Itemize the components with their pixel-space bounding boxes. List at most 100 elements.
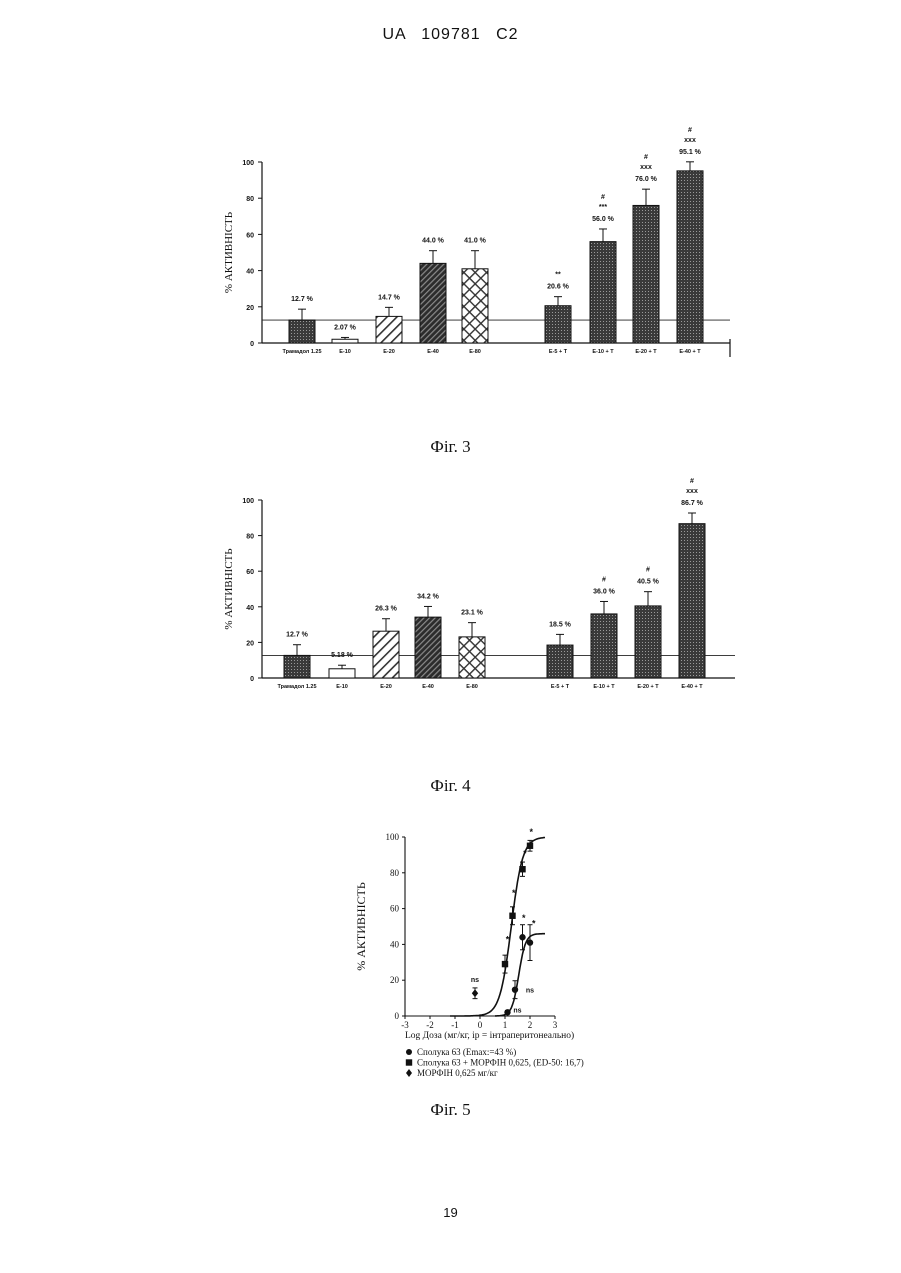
- y-tick-label: 0: [250, 341, 254, 348]
- bar-value-label: 12.7 %: [286, 632, 309, 639]
- significance-mark: *: [532, 919, 536, 929]
- bar-value-label: 14.7 %: [378, 294, 401, 301]
- fig5-caption: Фіг. 5: [0, 1100, 901, 1120]
- legend-entry: МОРФІН 0,625 мг/кг: [417, 1068, 498, 1078]
- bar: [459, 637, 485, 678]
- category-label: E-40: [427, 349, 439, 355]
- significance-mark: ns: [526, 988, 534, 995]
- legend-marker: [406, 1059, 412, 1065]
- data-point: [527, 843, 533, 849]
- y-tick-label: 100: [386, 832, 400, 842]
- y-tick-label: 20: [390, 975, 400, 985]
- fig3-caption: Фіг. 3: [0, 437, 901, 457]
- bar-value-label: 95.1 %: [679, 149, 702, 156]
- category-label: E-20: [383, 349, 395, 355]
- category-label: E-5 + T: [549, 349, 568, 355]
- x-tick-label: 1: [503, 1020, 508, 1030]
- bar-value-label: 5.18 %: [331, 652, 354, 659]
- data-point: [502, 961, 508, 967]
- significance-mark: **: [555, 272, 561, 279]
- bar-value-label: 36.0 %: [593, 588, 616, 595]
- legend-entry: Сполука 63 (Emax:=43 %): [417, 1047, 516, 1057]
- y-tick-label: 60: [246, 569, 254, 576]
- y-axis-label: % АКТИВНІСТЬ: [223, 548, 235, 629]
- bar-value-label: 23.1 %: [461, 610, 484, 617]
- data-point: [527, 939, 533, 945]
- y-tick-label: 40: [246, 605, 254, 612]
- bar: [373, 631, 399, 678]
- x-tick-label: 3: [553, 1020, 558, 1030]
- data-point: [512, 986, 518, 992]
- bar-chart-3: 020406080100% АКТИВНІСТЬ12.7 %Трамадол 1…: [223, 127, 730, 357]
- data-point: [504, 1009, 510, 1015]
- y-axis-label: % АКТИВНІСТЬ: [223, 212, 235, 293]
- bar-value-label: 56.0 %: [592, 216, 615, 223]
- category-label: E-40: [422, 684, 434, 690]
- y-tick-label: 0: [250, 676, 254, 683]
- bar: [591, 614, 617, 678]
- significance-mark: *: [523, 849, 527, 859]
- x-tick-label: -3: [401, 1020, 409, 1030]
- significance-mark: #: [644, 154, 648, 161]
- significance-mark: #: [601, 194, 605, 201]
- data-point: [519, 866, 525, 872]
- category-label: E-10: [339, 349, 351, 355]
- x-axis-label: Log Доза (мг/кг, ip = інтраперитонеально…: [405, 1030, 574, 1041]
- bar-chart-4: 0 20 40 60 80 100 % АКТИВНІСТЬ 12.7 % Трамадол 1…: [223, 478, 735, 690]
- y-axis-label: % АКТИВНІСТЬ: [354, 882, 368, 971]
- data-point: [509, 913, 515, 919]
- significance-mark: *: [512, 888, 516, 898]
- bar: [329, 669, 355, 678]
- bar: [547, 645, 573, 678]
- data-point: [519, 934, 525, 940]
- fig4-caption: Фіг. 4: [0, 776, 901, 796]
- significance-mark: ns: [513, 1007, 521, 1014]
- category-label: E-80: [469, 349, 481, 355]
- y-tick-label: 100: [242, 160, 254, 167]
- legend-marker: [406, 1049, 412, 1055]
- y-tick-label: 80: [390, 868, 400, 878]
- category-label: E-80: [466, 684, 478, 690]
- significance-mark: *: [522, 913, 526, 923]
- category-label: Трамадол 1.25: [282, 349, 321, 355]
- x-tick-label: -2: [426, 1020, 434, 1030]
- data-point: [472, 989, 478, 997]
- bar: [635, 606, 661, 678]
- category-label: E-20: [380, 684, 392, 690]
- significance-mark: ***: [599, 204, 607, 211]
- significance-mark: #: [602, 576, 606, 583]
- bar: [376, 316, 402, 343]
- bar: [590, 242, 616, 343]
- x-tick-label: 0: [478, 1020, 483, 1030]
- fit-curve: [495, 934, 545, 1016]
- bar-value-label: 40.5 %: [637, 579, 660, 586]
- y-tick-label: 40: [390, 939, 400, 949]
- bar-value-label: 76.0 %: [635, 176, 658, 183]
- bar: [289, 320, 315, 343]
- category-label: E-20 + T: [635, 349, 657, 355]
- significance-mark: *: [529, 827, 533, 837]
- bar: [284, 655, 310, 678]
- bar-value-label: 26.3 %: [375, 606, 398, 613]
- significance-mark: *: [506, 935, 510, 945]
- y-tick-label: 100: [242, 498, 254, 505]
- bar: [420, 263, 446, 343]
- category-label: E-40 + T: [679, 349, 701, 355]
- y-tick-label: 80: [246, 534, 254, 541]
- category-label: E-20 + T: [637, 684, 659, 690]
- legend-marker: [406, 1069, 412, 1077]
- x-tick-label: -1: [451, 1020, 459, 1030]
- legend-entry: Сполука 63 + МОРФІН 0,625, (ED-50: 16,7): [417, 1058, 584, 1068]
- dose-response-chart: 020406080100-3-2-10123% АКТИВНІСТЬLog До…: [354, 827, 584, 1078]
- bar: [679, 524, 705, 678]
- y-tick-label: 40: [246, 269, 254, 276]
- significance-mark: #: [646, 567, 650, 574]
- bar-value-label: 86.7 %: [681, 500, 704, 507]
- category-label: Трамадол 1.25: [277, 684, 316, 690]
- y-tick-label: 20: [246, 640, 254, 647]
- category-label: E-10 + T: [593, 684, 615, 690]
- significance-mark: #: [688, 127, 692, 134]
- bar: [633, 205, 659, 343]
- bar-value-label: 41.0 %: [464, 238, 487, 245]
